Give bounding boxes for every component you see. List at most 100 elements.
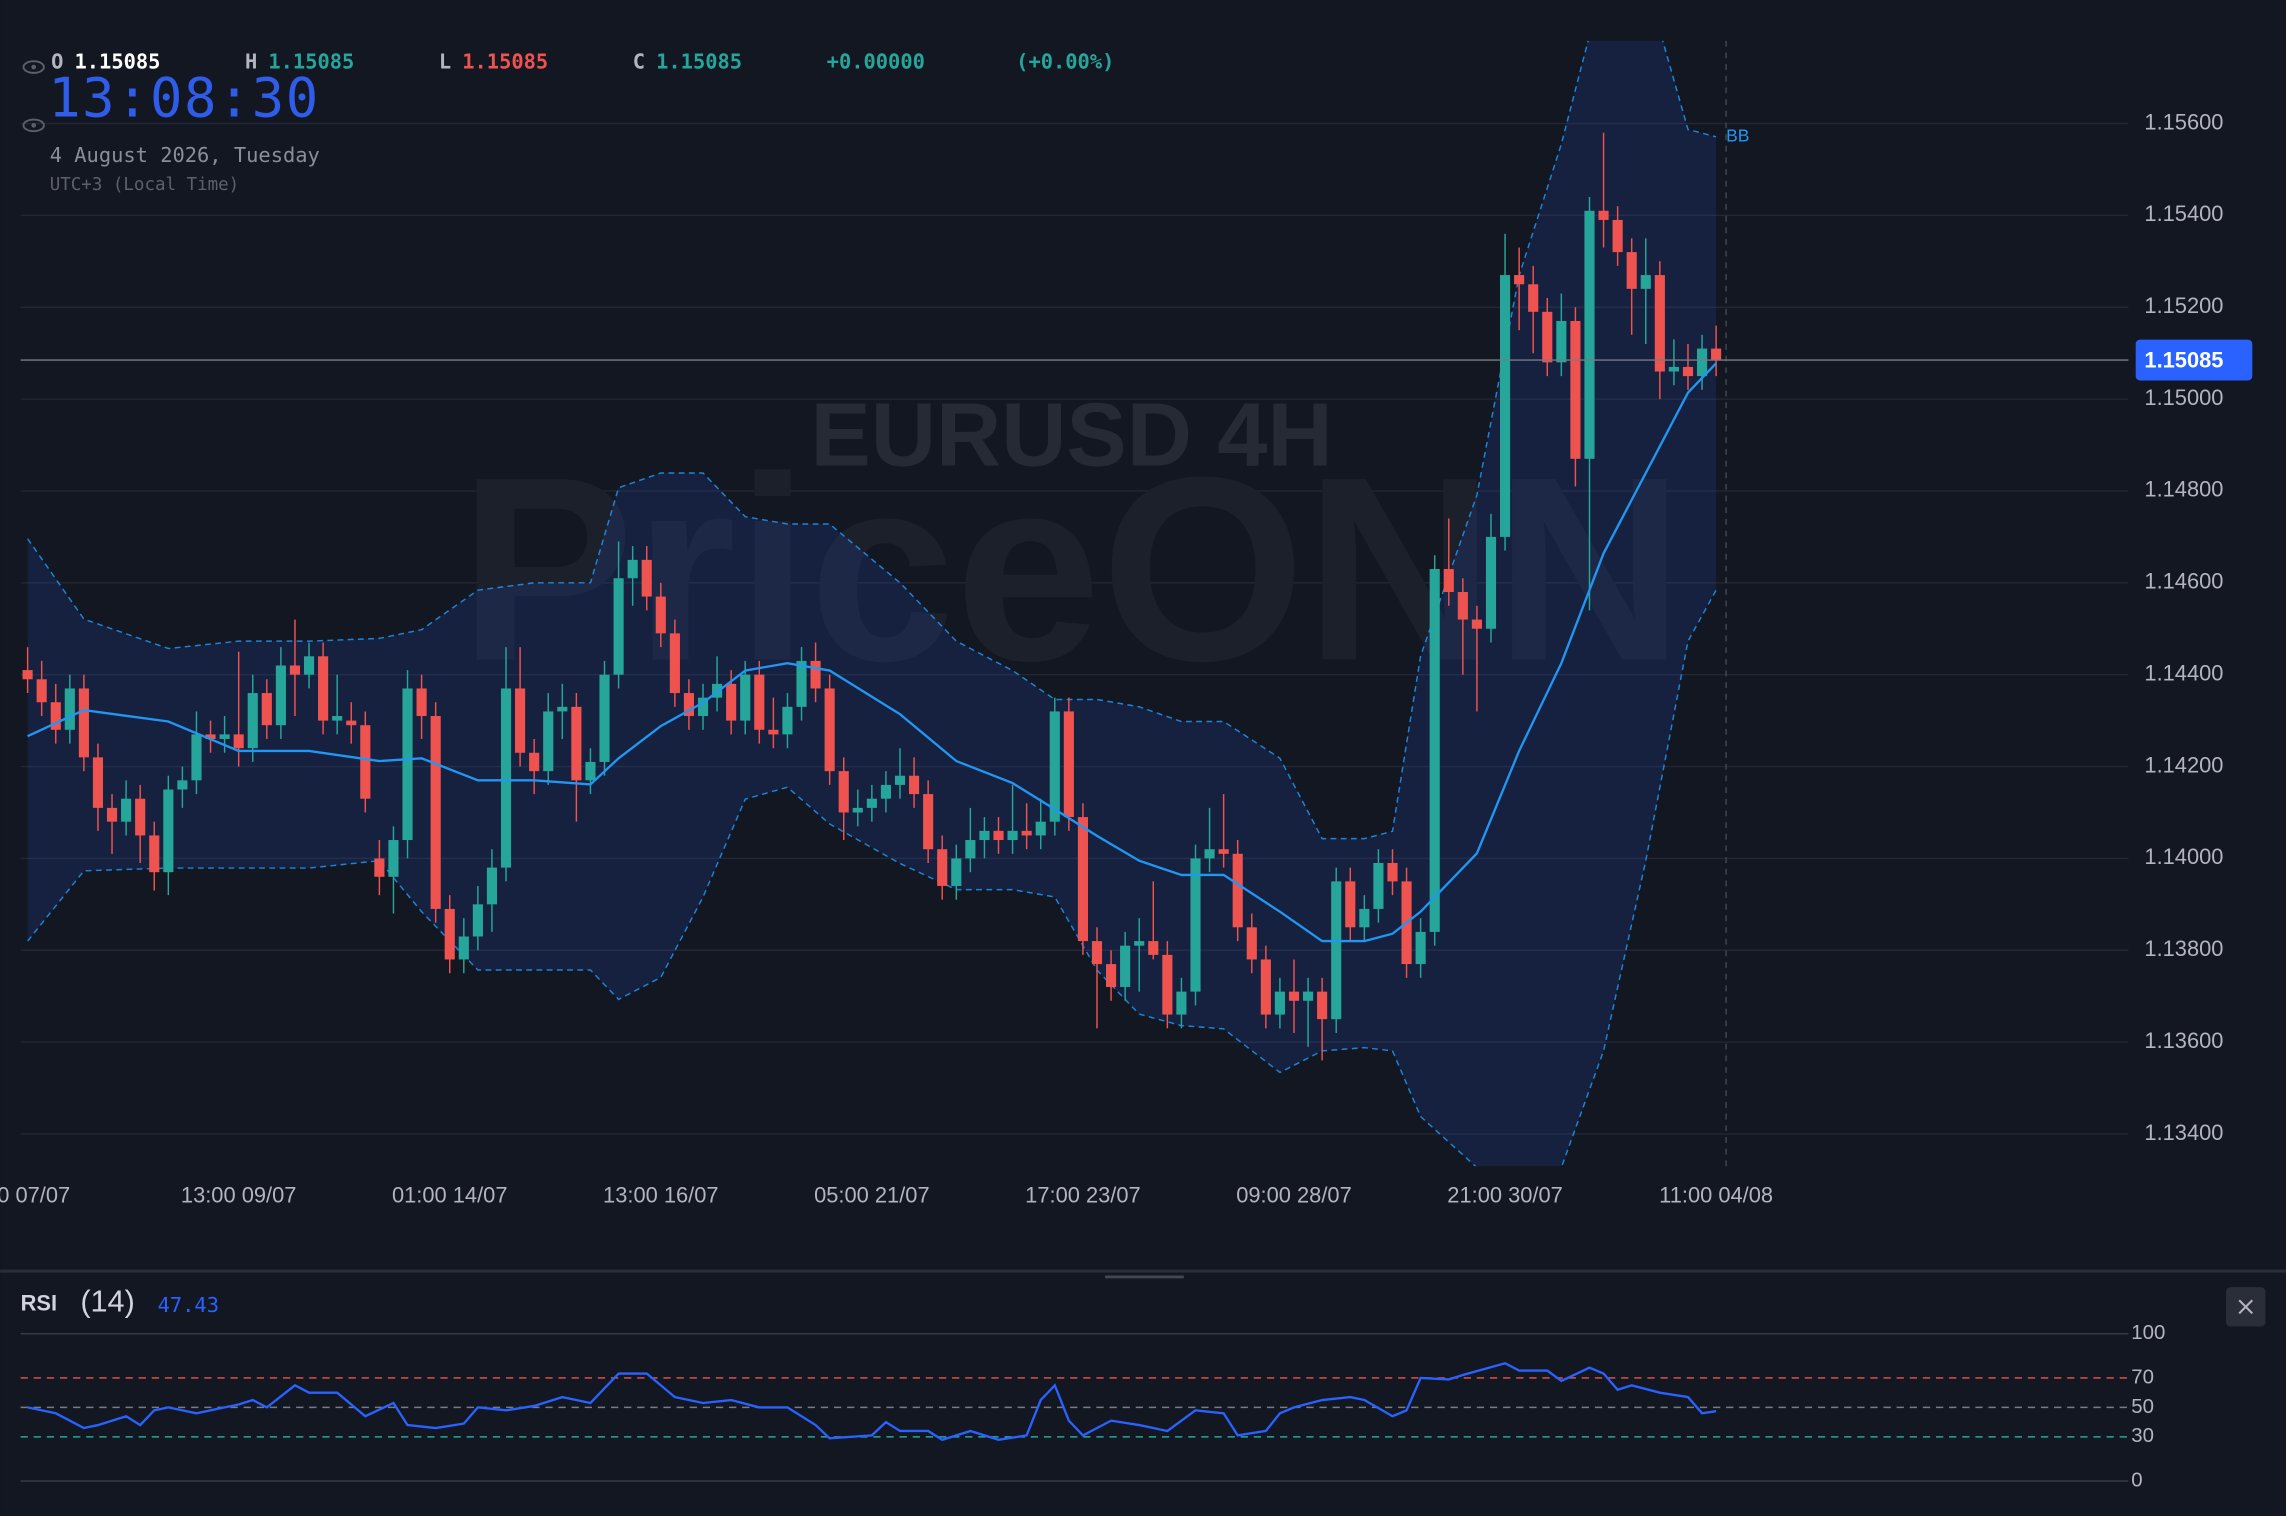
candle-body: [1443, 569, 1454, 593]
rsi-tick-label: 0: [2131, 1469, 2142, 1491]
eye-icon[interactable]: [22, 60, 45, 74]
candle-body: [1190, 858, 1201, 992]
candle-body: [121, 798, 132, 822]
candle-body: [1345, 881, 1356, 928]
y-tick-label: 1.14800: [2144, 477, 2223, 502]
bollinger-middle: [27, 362, 1717, 943]
candle-body: [880, 784, 892, 799]
candle-body: [177, 780, 188, 790]
candle-body: [529, 752, 540, 772]
change-value: +0.00000: [827, 50, 925, 74]
candle-body: [866, 798, 877, 808]
candle-body: [1373, 863, 1384, 909]
candle-body: [1682, 366, 1694, 377]
candle-body: [92, 757, 104, 808]
candle-body: [64, 688, 75, 730]
candle-body: [782, 706, 793, 735]
candle-body: [894, 775, 906, 785]
y-tick-label: 1.14000: [2144, 844, 2223, 869]
candle-body: [22, 670, 33, 680]
indicator-label: BB: [1726, 126, 1749, 146]
candle-body: [1584, 210, 1595, 459]
candle-body: [768, 729, 779, 735]
candle-body: [430, 716, 441, 909]
candle-body: [1640, 275, 1651, 289]
candle-body: [1556, 321, 1567, 363]
candle-body: [289, 665, 301, 675]
candle-body: [1471, 619, 1482, 629]
clock: 13:08:30: [48, 67, 319, 130]
candle-body: [1162, 954, 1173, 1015]
candle-body: [1260, 959, 1271, 1015]
y-tick-label: 1.15400: [2144, 201, 2223, 226]
candle-body: [1598, 210, 1609, 220]
candle-body: [247, 693, 258, 749]
y-tick-label: 1.14600: [2144, 569, 2223, 594]
candle-body: [810, 660, 821, 689]
candle-body: [1007, 830, 1018, 841]
candle-body: [1148, 941, 1159, 955]
timezone: UTC+3 (Local Time): [50, 175, 239, 195]
open-value: 1.15085: [75, 50, 161, 74]
x-tick-label: 05:00 21/07: [814, 1183, 929, 1208]
y-tick-label: 1.13600: [2144, 1028, 2223, 1053]
candle-body: [106, 807, 118, 822]
candle-body: [472, 904, 483, 937]
candle-body: [852, 807, 863, 813]
rsi-value: 47.43: [158, 1293, 219, 1317]
candle-body: [923, 794, 934, 850]
candle-body: [346, 720, 357, 726]
candle-body: [1021, 830, 1032, 836]
rsi-pane: 0 30 50 70 100: [20, 1322, 2165, 1491]
candle-body: [669, 633, 680, 694]
candle-body: [388, 840, 399, 877]
candle-body: [557, 706, 568, 712]
candle-body: [1711, 348, 1722, 361]
candle-body: [1331, 881, 1342, 1020]
candle-body: [275, 665, 286, 726]
candle-body: [135, 798, 146, 836]
candle-body: [402, 688, 413, 841]
candle-body: [697, 697, 709, 717]
candle-body: [515, 688, 526, 753]
candle-body: [78, 688, 89, 758]
candle-body: [1106, 964, 1117, 988]
candle-body: [261, 693, 272, 726]
candle-body: [191, 734, 202, 781]
candle-body: [1626, 252, 1637, 289]
date: 4 August 2026, Tuesday: [50, 143, 320, 167]
price-tag-label: 1.15085: [2144, 347, 2223, 372]
candle-body: [979, 830, 990, 841]
candle-body: [233, 734, 244, 749]
rsi-tick-label: 50: [2131, 1396, 2154, 1418]
candle-body: [332, 716, 343, 721]
candle-body: [571, 706, 582, 781]
candle-body: [1528, 284, 1539, 312]
candle-body: [303, 656, 315, 675]
open-label: O: [51, 50, 63, 74]
candle-body: [1091, 941, 1103, 965]
close-pane-button[interactable]: [2226, 1287, 2266, 1327]
x-tick-label: 17:00 23/07: [1025, 1183, 1140, 1208]
low-label: L: [439, 50, 451, 74]
candle-body: [754, 674, 765, 730]
candle-body: [36, 679, 47, 703]
x-tick-label: 13:00 09/07: [181, 1183, 296, 1208]
overlay: 1.13400 1.13600 1.13800 1.14000 1.14200 1.144…: [0, 109, 2253, 1208]
grid: [20, 122, 2129, 1135]
x-tick-label: 21:00 30/07: [1447, 1183, 1562, 1208]
rsi-title: RSI: [21, 1290, 57, 1315]
candle-body: [1120, 945, 1131, 988]
candle-body: [796, 660, 807, 707]
candle-body: [1204, 849, 1215, 859]
candle-body: [951, 858, 962, 886]
candle-body: [1668, 366, 1679, 372]
candle-body: [486, 867, 498, 905]
y-tick-label: 1.15200: [2144, 293, 2223, 318]
candle-body: [374, 858, 385, 877]
candle-body: [641, 559, 652, 597]
eye-icon[interactable]: [22, 118, 45, 133]
candle-body: [909, 775, 920, 795]
